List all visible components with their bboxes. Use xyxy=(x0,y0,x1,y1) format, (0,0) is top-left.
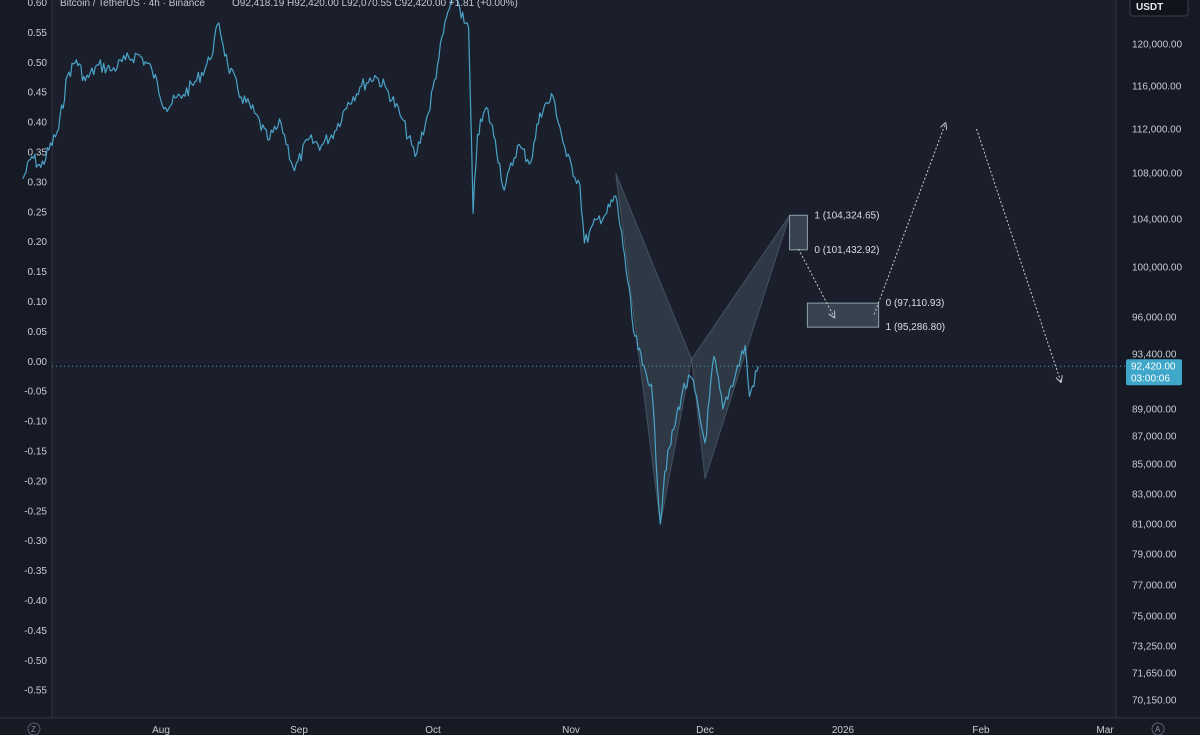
left-axis-tick-label: -0.40 xyxy=(24,596,47,607)
right-axis-tick-label: 116,000.00 xyxy=(1132,82,1182,93)
time-axis-tick-label: Aug xyxy=(152,725,170,735)
time-axis-tick-label: Sep xyxy=(290,725,308,735)
left-axis-tick-label: 0.15 xyxy=(28,267,48,278)
left-axis-tick-label: 0.10 xyxy=(28,297,48,308)
zone-level-label: 0 (97,110.93) xyxy=(886,298,945,309)
right-axis-tick-label: 96,000.00 xyxy=(1132,313,1177,324)
left-axis: 0.60 0.55 0.50 0.45 0.40 0.35 0.30 0.25 0.20 0.15… xyxy=(24,0,47,697)
pattern-triangle-bcd[interactable] xyxy=(691,215,791,480)
last-price-label: 92,420.00 xyxy=(1131,361,1176,372)
left-axis-tick-label: 0.05 xyxy=(28,327,48,338)
plot-area xyxy=(52,0,1116,718)
projection-arrow-1[interactable] xyxy=(798,248,834,317)
left-axis-tick-label: -0.15 xyxy=(24,447,47,458)
zone-level-label: 0 (101,432.92) xyxy=(814,245,879,256)
left-axis-tick-label: 0.20 xyxy=(28,237,48,248)
target-zones[interactable]: 1 (104,324.65) 0 (101,432.92) 0 (97,110.93… xyxy=(789,210,946,333)
target-zone-2[interactable] xyxy=(806,302,880,328)
left-axis-tick-label: -0.10 xyxy=(24,417,47,428)
currency-button[interactable]: USDT xyxy=(1129,0,1189,17)
left-axis-tick-label: -0.50 xyxy=(24,656,47,667)
left-axis-tick-label: 0.40 xyxy=(28,118,48,129)
right-axis-tick-label: 77,000.00 xyxy=(1132,581,1177,592)
time-axis-tick-label: Oct xyxy=(425,725,441,735)
zone-level-label: 1 (95,286.80) xyxy=(886,322,946,333)
right-axis-tick-label: 104,000.00 xyxy=(1132,215,1182,226)
left-axis-tick-label: 0.45 xyxy=(28,88,48,99)
time-axis: Aug Sep Oct Nov Dec 2026 Feb Mar xyxy=(152,725,1114,735)
time-axis-tick-label: 2026 xyxy=(832,725,855,735)
target-zone-1[interactable] xyxy=(789,214,808,251)
left-axis-tick-label: -0.20 xyxy=(24,476,47,487)
right-axis-tick-label: 100,000.00 xyxy=(1132,263,1182,274)
chart-header-symbol: Bitcoin / TetherUS · 4h · Binance xyxy=(60,0,205,9)
right-axis-tick-label: 75,000.00 xyxy=(1132,612,1177,623)
reset-zoom-icon: Z xyxy=(31,725,36,734)
right-axis-tick-label: 81,000.00 xyxy=(1132,520,1177,531)
right-axis-tick-label: 87,000.00 xyxy=(1132,432,1177,443)
auto-scale-button[interactable]: A xyxy=(1151,722,1165,735)
right-axis-tick-label: 79,000.00 xyxy=(1132,550,1177,561)
time-axis-tick-label: Feb xyxy=(972,725,990,735)
right-axis-tick-label: 73,250.00 xyxy=(1132,642,1177,653)
left-axis-tick-label: -0.05 xyxy=(24,387,47,398)
time-axis-tick-label: Nov xyxy=(562,725,580,735)
right-axis-tick-label: 120,000.00 xyxy=(1132,40,1182,51)
left-axis-tick-label: -0.55 xyxy=(24,686,47,697)
left-axis-tick-label: 0.25 xyxy=(28,207,48,218)
zone-level-label: 1 (104,324.65) xyxy=(814,210,879,221)
right-axis-tick-label: 112,000.00 xyxy=(1132,125,1182,136)
time-axis-tick-label: Dec xyxy=(696,725,714,735)
auto-scale-icon: A xyxy=(1155,725,1161,734)
right-axis-tick-label: 93,400.00 xyxy=(1132,350,1177,361)
reset-zoom-button[interactable]: Z xyxy=(27,722,41,735)
right-axis: 120,000.00 116,000.00 112,000.00 108,000.00… xyxy=(1132,40,1182,707)
projection-arrow-3[interactable] xyxy=(976,128,1061,382)
left-axis-tick-label: -0.45 xyxy=(24,626,47,637)
right-axis-tick-label: 89,000.00 xyxy=(1132,405,1177,416)
right-axis-tick-label: 85,000.00 xyxy=(1132,460,1177,471)
time-axis-tick-label: Mar xyxy=(1096,725,1114,735)
left-axis-tick-label: 0.55 xyxy=(28,28,48,39)
left-axis-tick-label: -0.25 xyxy=(24,506,47,517)
right-axis-tick-label: 70,150.00 xyxy=(1132,696,1177,707)
currency-button-label: USDT xyxy=(1136,2,1163,13)
left-axis-tick-label: 0.50 xyxy=(28,58,48,69)
btc-price-line xyxy=(22,0,759,525)
left-axis-tick-label: 0.35 xyxy=(28,148,48,159)
left-axis-tick-label: 0.60 xyxy=(28,0,48,9)
left-axis-tick-label: 0.00 xyxy=(28,357,48,368)
bar-countdown: 03:00:06 xyxy=(1131,373,1170,384)
projection-arrows[interactable] xyxy=(798,124,1060,382)
last-price-tag: 92,420.00 03:00:06 xyxy=(1126,359,1182,386)
right-axis-tick-label: 71,650.00 xyxy=(1132,669,1177,680)
left-axis-tick-label: 0.30 xyxy=(28,177,48,188)
price-series xyxy=(22,0,759,525)
left-axis-tick-label: -0.30 xyxy=(24,536,47,547)
projection-arrow-2[interactable] xyxy=(873,124,945,315)
right-axis-tick-label: 83,000.00 xyxy=(1132,490,1177,501)
left-axis-tick-label: -0.35 xyxy=(24,566,47,577)
right-axis-tick-label: 108,000.00 xyxy=(1132,169,1182,180)
chart-header-ohlc: O92,418.19 H92,420.00 L92,070.55 C92,420… xyxy=(232,0,518,9)
